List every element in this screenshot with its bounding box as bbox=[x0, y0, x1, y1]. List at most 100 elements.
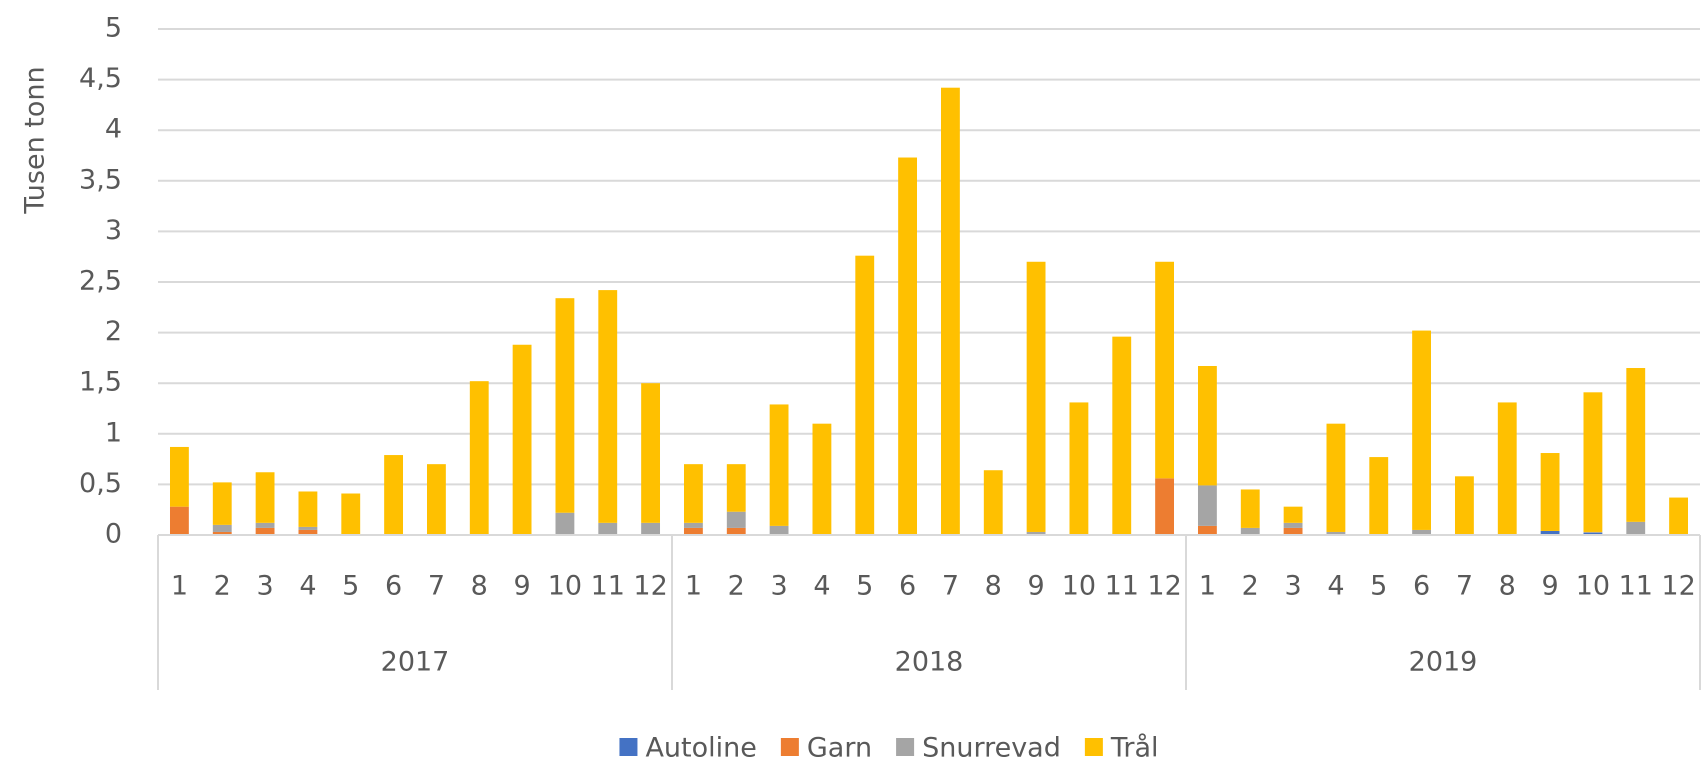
bar-segment bbox=[641, 383, 661, 523]
x-tick-label: 1 bbox=[1199, 571, 1216, 602]
bar-segment bbox=[1155, 261, 1175, 479]
y-tick-label: 1 bbox=[105, 417, 122, 448]
group-label: 2019 bbox=[1409, 647, 1478, 678]
x-tick-label: 9 bbox=[513, 571, 530, 602]
bar-segment bbox=[1583, 532, 1603, 535]
bar-segment bbox=[1369, 457, 1389, 535]
bar-segment bbox=[1283, 522, 1303, 528]
bar-segment bbox=[298, 526, 318, 530]
bar-segment bbox=[641, 522, 661, 535]
bar-segment bbox=[598, 522, 618, 535]
bar-segment bbox=[812, 423, 832, 535]
x-tick-label: 11 bbox=[1105, 571, 1139, 602]
bar-segment bbox=[1583, 531, 1603, 533]
bar-segment bbox=[169, 446, 189, 507]
bar-segment bbox=[298, 529, 318, 535]
bar-segment bbox=[212, 531, 232, 535]
x-tick-label: 5 bbox=[342, 571, 359, 602]
bar-segment bbox=[769, 404, 789, 526]
bar-segment bbox=[1112, 336, 1132, 535]
bar-segment bbox=[298, 491, 318, 527]
x-tick-label: 11 bbox=[591, 571, 625, 602]
bar-segment bbox=[1326, 423, 1346, 532]
legend-swatch bbox=[1084, 738, 1103, 756]
bar-segment bbox=[898, 157, 918, 536]
bar-segment bbox=[1497, 402, 1517, 535]
bar-segment bbox=[1197, 485, 1217, 526]
legend-label: Garn bbox=[807, 733, 872, 764]
bar-segment bbox=[769, 525, 789, 535]
legend-swatch bbox=[896, 738, 915, 756]
bar-segment bbox=[384, 455, 404, 535]
x-tick-label: 2 bbox=[214, 571, 231, 602]
legend-label: Autoline bbox=[645, 733, 756, 764]
bar-segment bbox=[1197, 525, 1217, 535]
x-tick-label: 12 bbox=[633, 571, 667, 602]
x-tick-label: 6 bbox=[385, 571, 402, 602]
bar-segment bbox=[1197, 365, 1217, 486]
x-tick-label: 4 bbox=[299, 571, 316, 602]
bar-segment bbox=[555, 512, 575, 535]
legend-swatch bbox=[780, 738, 799, 756]
x-tick-label: 8 bbox=[985, 571, 1002, 602]
bar-segment bbox=[1240, 527, 1260, 535]
x-tick-label: 1 bbox=[685, 571, 702, 602]
bar-segment bbox=[1155, 478, 1175, 535]
x-tick-label: 1 bbox=[171, 571, 188, 602]
y-tick-label: 3 bbox=[105, 215, 122, 246]
y-tick-label: 4,5 bbox=[79, 63, 122, 94]
bar-segment bbox=[726, 527, 746, 535]
bar-segment bbox=[1026, 261, 1046, 532]
bar-segment bbox=[555, 298, 575, 513]
bar-segment bbox=[426, 464, 446, 535]
bar-segment bbox=[940, 87, 960, 536]
x-tick-label: 6 bbox=[899, 571, 916, 602]
x-tick-label: 5 bbox=[856, 571, 873, 602]
bar-segment bbox=[1412, 330, 1432, 530]
bar-segment bbox=[1669, 497, 1689, 535]
bar-segment bbox=[255, 522, 275, 528]
y-tick-label: 0,5 bbox=[79, 468, 122, 499]
bar-segment bbox=[512, 344, 532, 535]
x-tick-label: 8 bbox=[1499, 571, 1516, 602]
y-tick-label: 1,5 bbox=[79, 367, 122, 398]
bar-segment bbox=[169, 506, 189, 535]
x-tick-label: 6 bbox=[1413, 571, 1430, 602]
legend-swatch bbox=[619, 738, 638, 756]
bar-segment bbox=[255, 472, 275, 523]
bar-segment bbox=[683, 464, 703, 523]
legend-label: Snurrevad bbox=[922, 733, 1061, 764]
bar-segment bbox=[855, 255, 875, 536]
y-axis-label: Tusen tonn bbox=[20, 66, 51, 214]
x-tick-label: 10 bbox=[548, 571, 582, 602]
x-tick-label: 2 bbox=[728, 571, 745, 602]
y-tick-label: 0 bbox=[105, 519, 122, 550]
x-tick-label: 4 bbox=[813, 571, 830, 602]
x-tick-label: 9 bbox=[1027, 571, 1044, 602]
bar-segment bbox=[1240, 489, 1260, 528]
bar-segment bbox=[1283, 527, 1303, 535]
bar-segment bbox=[1626, 368, 1646, 522]
x-tick-label: 9 bbox=[1541, 571, 1558, 602]
x-tick-label: 4 bbox=[1327, 571, 1344, 602]
x-tick-label: 11 bbox=[1619, 571, 1653, 602]
bar-segment bbox=[1454, 476, 1474, 535]
bar-segment bbox=[212, 482, 232, 525]
x-tick-label: 3 bbox=[1284, 571, 1301, 602]
bar-segment bbox=[683, 522, 703, 528]
bar-segment bbox=[469, 381, 489, 535]
x-tick-label: 2 bbox=[1242, 571, 1259, 602]
bar-segment bbox=[726, 464, 746, 512]
bar-segment bbox=[726, 511, 746, 528]
y-tick-label: 4 bbox=[105, 114, 122, 145]
x-tick-label: 12 bbox=[1147, 571, 1181, 602]
x-tick-label: 10 bbox=[1576, 571, 1610, 602]
x-tick-label: 8 bbox=[471, 571, 488, 602]
x-tick-label: 7 bbox=[942, 571, 959, 602]
bar-segment bbox=[1540, 453, 1560, 531]
y-tick-label: 2 bbox=[105, 316, 122, 347]
bar-segment bbox=[212, 524, 232, 532]
bar-segment bbox=[1069, 402, 1089, 535]
group-label: 2018 bbox=[895, 647, 964, 678]
